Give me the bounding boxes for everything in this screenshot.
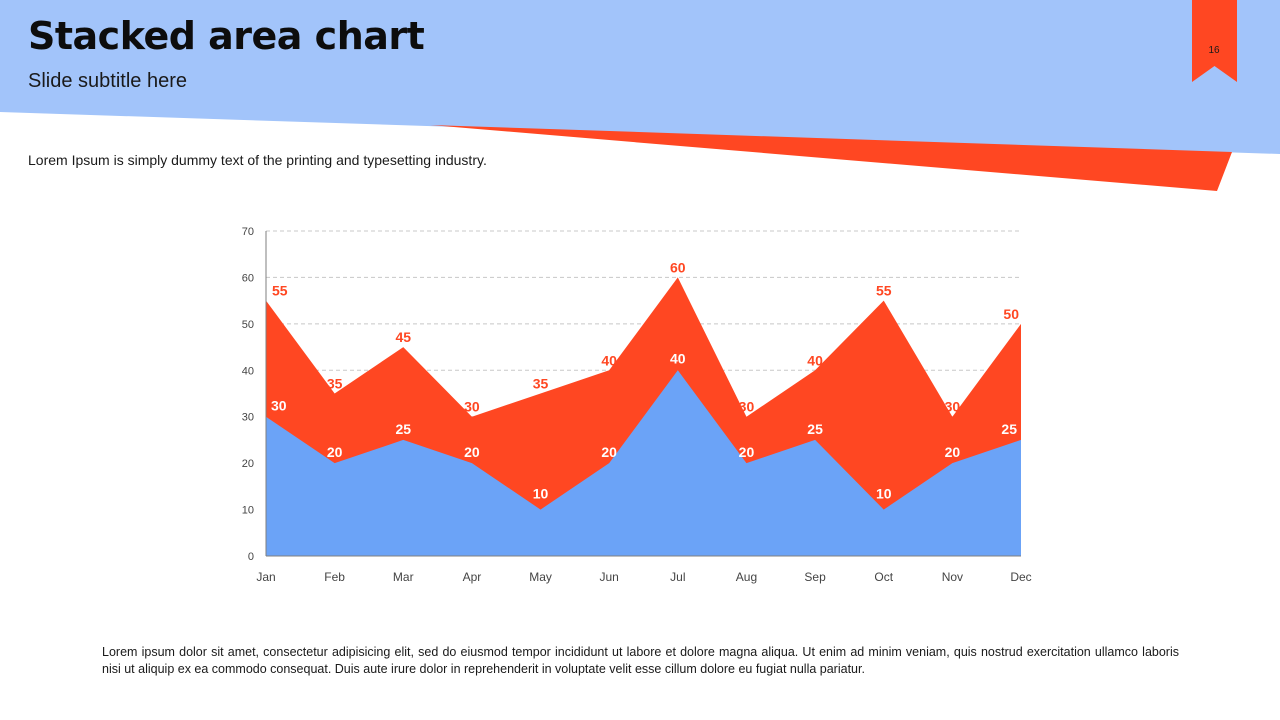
- x-tick-label: Nov: [942, 570, 963, 584]
- header-orange-stripe: [430, 125, 1232, 191]
- y-tick-label: 10: [242, 505, 254, 517]
- y-tick-label: 70: [242, 226, 254, 238]
- total-data-label: 50: [1003, 306, 1019, 322]
- x-tick-label: Jun: [600, 570, 619, 584]
- slide-title: Stacked area chart: [28, 14, 425, 58]
- series-1-data-label: 20: [327, 444, 343, 460]
- series-1-data-label: 30: [271, 398, 287, 414]
- series-1-data-label: 20: [739, 444, 755, 460]
- total-data-label: 40: [601, 352, 617, 368]
- series-1-data-label: 20: [601, 444, 617, 460]
- total-data-label: 30: [464, 399, 480, 415]
- total-data-label: 35: [533, 376, 549, 392]
- x-tick-label: Aug: [736, 570, 757, 584]
- y-tick-label: 60: [242, 272, 254, 284]
- total-data-label: 55: [876, 283, 892, 299]
- series-1-area: [266, 370, 1021, 556]
- x-tick-label: Apr: [463, 570, 482, 584]
- total-data-label: 30: [739, 399, 755, 415]
- intro-text: Lorem Ipsum is simply dummy text of the …: [28, 152, 487, 168]
- y-tick-label: 0: [248, 551, 254, 563]
- slide-subtitle: Slide subtitle here: [28, 70, 187, 92]
- total-data-label: 60: [670, 259, 686, 275]
- bookmark-ribbon: [1192, 0, 1237, 82]
- x-tick-label: Dec: [1010, 570, 1031, 584]
- series-1-data-label: 40: [670, 350, 686, 366]
- total-data-label: 45: [395, 329, 411, 345]
- x-tick-label: Jul: [670, 570, 685, 584]
- total-data-label: 55: [272, 283, 288, 299]
- total-data-label: 35: [327, 376, 343, 392]
- series-1-data-label: 20: [464, 444, 480, 460]
- x-tick-label: Jan: [256, 570, 275, 584]
- y-tick-label: 40: [242, 365, 254, 377]
- chart-axes: 0 10 20 30 40 50 60 70 Jan Feb Mar Apr May Jun Jul Aug S…: [242, 226, 1032, 584]
- chart-areas: [266, 277, 1021, 556]
- page-number: 16: [1208, 45, 1220, 56]
- series-1-data-label: 20: [945, 444, 961, 460]
- series-1-data-label: 25: [807, 421, 823, 437]
- x-tick-label: Mar: [393, 570, 414, 584]
- chart-data-labels: 55 35 45 30 35 40 60 30 40 55 30 50 30 20 25 20 10 20 40 20…: [271, 259, 1019, 501]
- series-1-data-label: 25: [395, 421, 411, 437]
- y-tick-label: 30: [242, 412, 254, 424]
- x-tick-label: Sep: [804, 570, 826, 584]
- header-blue-band: [0, 0, 1280, 154]
- x-tick-label: Oct: [874, 570, 893, 584]
- series-1-data-label: 25: [1001, 421, 1017, 437]
- x-tick-label: Feb: [324, 570, 345, 584]
- footer-text: Lorem ipsum dolor sit amet, consectetur …: [102, 645, 1179, 676]
- y-tick-label: 20: [242, 458, 254, 470]
- total-data-label: 30: [945, 399, 961, 415]
- x-tick-label: May: [529, 570, 552, 584]
- y-tick-label: 50: [242, 319, 254, 331]
- series-1-data-label: 10: [876, 486, 892, 502]
- total-data-label: 40: [807, 352, 823, 368]
- series-1-data-label: 10: [533, 486, 549, 502]
